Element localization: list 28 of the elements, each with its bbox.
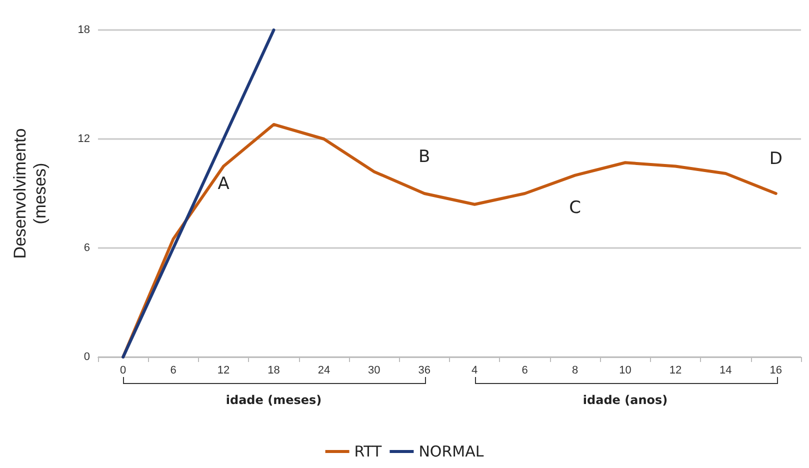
- y-tick-label: 18: [78, 24, 90, 36]
- line-series: [122, 28, 276, 358]
- x-tick-label: 12: [217, 364, 230, 376]
- annotation: A: [218, 174, 230, 194]
- x-tick-label: 30: [368, 364, 380, 376]
- x-tick-label: 0: [120, 364, 126, 376]
- x-tick-label: 6: [170, 364, 176, 376]
- x-tick-label: 6: [522, 364, 528, 376]
- x-tick-label: 10: [619, 364, 632, 376]
- x-tick-label: 18: [268, 364, 280, 376]
- x-tick-label: 12: [669, 364, 682, 376]
- annotation: D: [769, 148, 782, 169]
- y-tick-label: 0: [84, 351, 90, 363]
- x-tick-label: 8: [572, 364, 578, 376]
- x-tick-label: 14: [720, 364, 732, 376]
- x-tick-label: 16: [770, 364, 782, 376]
- annotation: C: [569, 198, 581, 218]
- x-tick-label: 24: [318, 364, 330, 376]
- x-tick-label: 36: [418, 364, 431, 376]
- annotation: B: [418, 147, 430, 168]
- y-tick-label: 12: [78, 133, 90, 145]
- legend-label: NORMAL: [418, 442, 484, 460]
- legend-label: RTT: [354, 442, 383, 460]
- y-tick-label: 6: [84, 242, 90, 254]
- text: idade (meses): [226, 393, 322, 407]
- x-tick-label: 4: [472, 364, 478, 376]
- y-axis-title: Desenvolvimento (meses): [10, 128, 50, 259]
- text: idade (anos): [582, 393, 668, 407]
